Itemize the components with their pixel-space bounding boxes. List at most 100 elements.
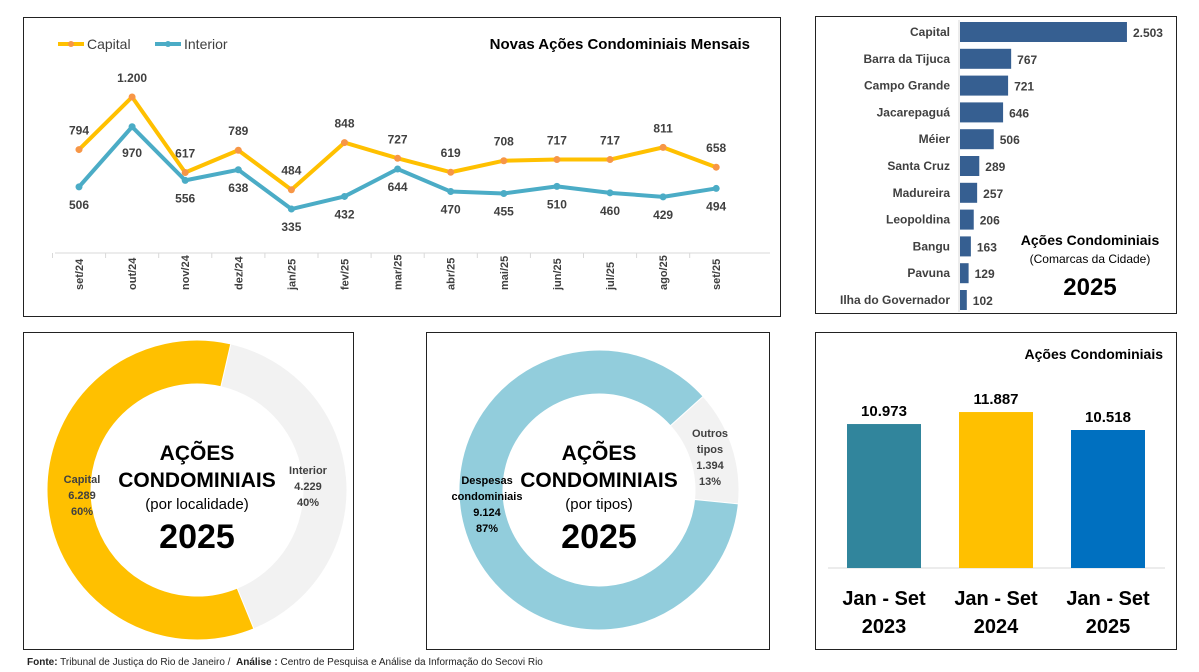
point-interior <box>75 183 83 191</box>
interior-slice-name: Interior <box>289 465 328 477</box>
point-capital <box>287 186 295 194</box>
data-label-capital: 789 <box>228 124 248 138</box>
despesas-slice-pct: 87% <box>476 523 498 535</box>
capital-slice-value: 6.289 <box>68 490 96 502</box>
data-label-capital: 708 <box>494 135 514 149</box>
data-label-interior: 455 <box>494 204 514 218</box>
data-label-capital: 717 <box>600 134 620 148</box>
data-label-capital: 848 <box>334 117 354 131</box>
year-category-line2: 2024 <box>974 616 1019 638</box>
data-label-capital: 794 <box>69 124 89 138</box>
capital-slice-pct: 60% <box>71 506 93 518</box>
outros-slice-value: 1.394 <box>696 460 724 472</box>
point-capital <box>553 156 561 164</box>
point-interior <box>553 182 561 190</box>
analise-label: Análise : <box>236 657 278 668</box>
legend-label-capital: Capital <box>87 36 131 52</box>
outros-slice-name: Outros <box>692 428 728 440</box>
bar-category-label: Pavuna <box>907 266 950 280</box>
bar-value-label: 257 <box>983 187 1003 201</box>
comarcas-year: 2025 <box>1063 274 1116 301</box>
year-category-line1: Jan - Set <box>1066 588 1150 610</box>
point-interior <box>659 193 667 201</box>
x-tick-label: mar/25 <box>393 255 405 290</box>
bar-category-label: Barra da Tijuca <box>864 52 951 66</box>
bar-6 <box>960 182 978 203</box>
point-capital <box>394 154 402 162</box>
donut-title-line1: AÇÕES <box>160 441 235 465</box>
analise-text: Centro de Pesquisa e Análise da Informaç… <box>280 657 543 668</box>
donut-subtitle: (por tipos) <box>565 496 633 513</box>
capital-slice-name: Capital <box>64 474 101 486</box>
point-interior <box>447 188 455 196</box>
bar-1 <box>960 48 1012 69</box>
interior-slice-value: 4.229 <box>294 481 322 493</box>
year-category-line2: 2025 <box>1086 616 1131 638</box>
donut-year: 2025 <box>159 518 235 556</box>
legend-marker-capital <box>68 41 74 47</box>
point-interior <box>287 205 295 213</box>
bar-category-label: Capital <box>910 25 950 39</box>
line-chart-title: Novas Ações Condominiais Mensais <box>490 36 750 53</box>
year-category-line1: Jan - Set <box>954 588 1038 610</box>
bar-category-label: Santa Cruz <box>887 159 950 173</box>
year-bar-2 <box>1071 430 1145 568</box>
bar-category-label: Jacarepaguá <box>877 105 951 119</box>
data-label-interior: 970 <box>122 146 142 160</box>
x-tick-label: mai/25 <box>499 256 511 290</box>
bar-category-label: Ilha do Governador <box>840 293 950 307</box>
point-interior <box>394 165 402 173</box>
bar-category-label: Méier <box>919 132 951 146</box>
bar-category-label: Madureira <box>893 186 951 200</box>
data-label-interior: 429 <box>653 208 673 222</box>
data-label-capital: 617 <box>175 146 195 160</box>
bar-4 <box>960 129 994 150</box>
x-tick-label: set/25 <box>711 259 723 290</box>
data-label-interior: 460 <box>600 204 620 218</box>
donut-title-line2: CONDOMINIAIS <box>118 469 276 492</box>
bar-5 <box>960 156 980 176</box>
despesas-slice-name: Despesas <box>461 475 512 487</box>
fonte-label: Fonte: <box>27 657 58 668</box>
x-tick-label: dez/24 <box>233 255 245 290</box>
outros-slice-name2: tipos <box>697 444 723 456</box>
year-bar-0 <box>847 424 921 568</box>
x-tick-label: nov/24 <box>180 254 192 290</box>
x-tick-label: abr/25 <box>446 258 458 290</box>
monthly-line-chart-panel <box>23 17 781 317</box>
bar-value-label: 206 <box>980 214 1000 228</box>
data-label-interior: 470 <box>441 203 461 217</box>
point-capital <box>75 146 83 154</box>
bar-value-label: 129 <box>975 267 995 281</box>
x-tick-label: set/24 <box>74 258 86 290</box>
data-label-interior: 644 <box>388 180 408 194</box>
data-label-capital: 1.200 <box>117 71 147 85</box>
point-interior <box>128 123 136 131</box>
data-label-capital: 727 <box>388 132 408 146</box>
yearly-title: Ações Condominiais <box>1025 346 1164 362</box>
point-capital <box>606 156 614 164</box>
data-label-capital: 811 <box>653 121 673 135</box>
bar-value-label: 2.503 <box>1133 26 1163 40</box>
point-capital <box>128 93 136 101</box>
data-label-capital: 619 <box>441 146 461 160</box>
point-interior <box>500 189 508 197</box>
bar-9 <box>960 263 969 284</box>
point-capital <box>181 168 189 176</box>
point-capital <box>659 143 667 151</box>
outros-slice-pct: 13% <box>699 476 721 488</box>
bar-0 <box>960 22 1127 42</box>
data-label-interior: 494 <box>706 199 726 213</box>
point-interior <box>341 192 348 200</box>
source-footer: Fonte: Tribunal de Justiça do Rio de Jan… <box>27 657 543 668</box>
donut-slice-0 <box>46 339 255 641</box>
year-category-line1: Jan - Set <box>842 588 926 610</box>
bar-value-label: 506 <box>1000 133 1020 147</box>
donut-title-line2: CONDOMINIAIS <box>520 469 678 492</box>
bar-value-label: 646 <box>1009 106 1029 120</box>
data-label-interior: 638 <box>228 181 248 195</box>
point-capital <box>341 139 348 147</box>
year-category-line2: 2023 <box>862 616 907 638</box>
point-capital <box>447 168 455 176</box>
